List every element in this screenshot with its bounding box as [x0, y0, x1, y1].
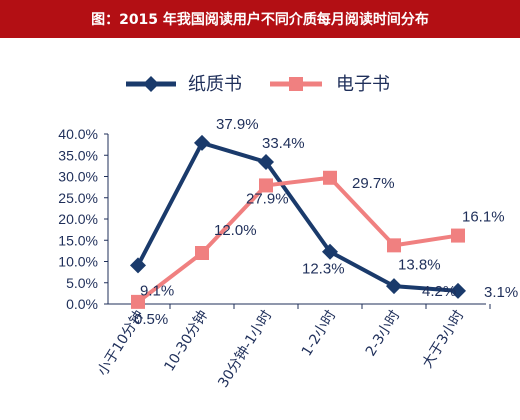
legend-label-ebook: 电子书: [336, 74, 390, 95]
series-line-ebook: [136, 175, 459, 304]
paper-point: [386, 278, 402, 295]
y-tick-label: 10.0%: [58, 254, 98, 270]
ebook-data-label: 0.5%: [134, 311, 168, 328]
ebook-data-label: 13.8%: [398, 256, 441, 273]
y-tick-label: 25.0%: [58, 190, 98, 206]
y-tick-label: 30.0%: [58, 169, 98, 185]
ebook-point: [131, 294, 145, 309]
series-group: [130, 134, 466, 309]
paper-data-label: 37.9%: [216, 116, 259, 133]
ebook-point: [259, 178, 273, 193]
paper-data-label: 9.1%: [140, 282, 174, 299]
y-tick-label: 5.0%: [66, 275, 98, 291]
paper-data-label: 12.3%: [302, 261, 345, 278]
ebook-point: [195, 246, 209, 260]
ebook-data-label: 12.0%: [214, 222, 257, 239]
paper-data-label: 3.1%: [484, 284, 518, 301]
legend-label-paper: 纸质书: [188, 74, 242, 95]
x-tick-label: 30分钟-1小时: [214, 307, 275, 390]
y-tick-label: 20.0%: [58, 211, 98, 227]
chart-title: 图：2015 年我国阅读用户不同介质每月阅读时间分布: [0, 0, 520, 38]
legend-marker-paper: [143, 76, 159, 92]
paper-point: [322, 243, 338, 260]
ebook-data-label: 27.9%: [246, 190, 289, 207]
ebook-data-label: 29.7%: [352, 175, 395, 192]
ebook-point: [451, 228, 465, 243]
x-tick-label: 2-3小时: [363, 308, 404, 360]
y-tick-label: 0.0%: [66, 296, 98, 312]
paper-data-label: 33.4%: [262, 135, 305, 152]
paper-point: [450, 282, 466, 299]
x-tick-label: 1-2小时: [299, 308, 340, 360]
y-tick-label: 15.0%: [58, 232, 98, 248]
ebook-point: [387, 238, 401, 253]
legend-marker-ebook: [289, 77, 303, 91]
series-line-paper: [136, 140, 459, 293]
line-chart: 纸质书 电子书 0.0% 5.0% 10.0% 15.0% 20.0% 25.0% 30.0…: [58, 74, 518, 391]
data-labels: 9.1% 37.9%33.4% 12.3% 4.2% 3.1% 0.5% 12.0% 27.9…: [134, 116, 518, 328]
ebook-point: [323, 170, 337, 185]
x-tick-label: 大于3小时: [419, 308, 467, 372]
paper-point: [258, 154, 274, 171]
paper-data-label: 4.2%: [422, 283, 456, 300]
ebook-data-label: 16.1%: [462, 209, 505, 226]
y-tick-label: 40.0%: [58, 126, 98, 142]
y-tick-label: 35.0%: [58, 147, 98, 163]
y-tick-labels: 0.0% 5.0% 10.0% 15.0% 20.0% 25.0% 30.0% 35.0% 40…: [58, 126, 108, 312]
paper-point: [194, 134, 210, 151]
paper-point: [130, 257, 146, 274]
legend: 纸质书 电子书: [126, 74, 390, 95]
